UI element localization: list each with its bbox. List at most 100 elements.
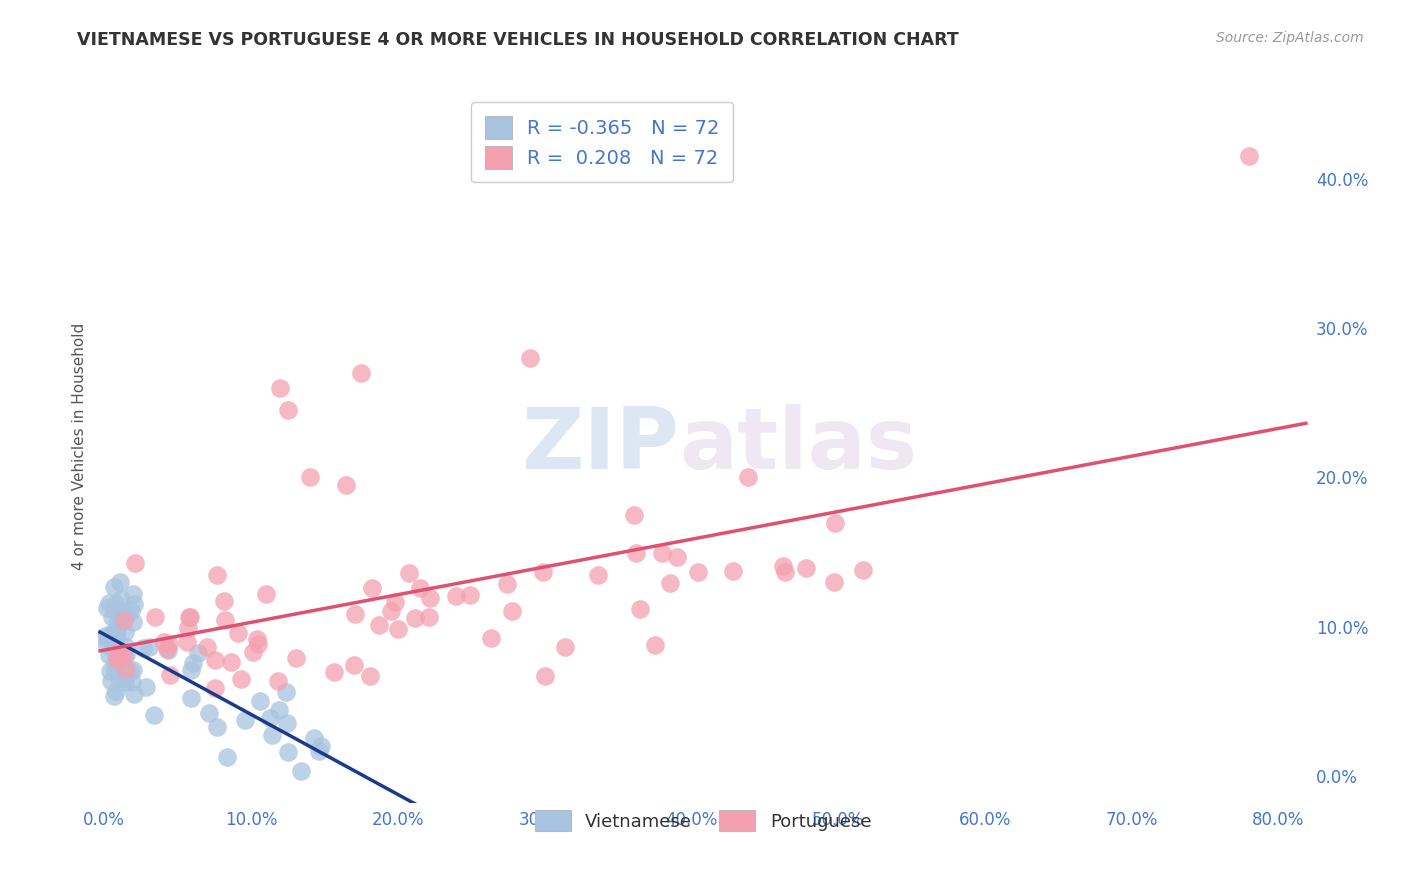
Point	[100, 673, 122, 688]
Point	[121, 675, 143, 690]
Point	[195, 640, 218, 654]
Point	[308, 744, 330, 758]
Point	[302, 731, 325, 746]
Point	[267, 703, 290, 717]
Point	[177, 622, 200, 636]
Point	[242, 644, 264, 658]
Point	[179, 610, 201, 624]
Point	[112, 648, 135, 662]
Point	[115, 648, 138, 662]
Point	[157, 637, 180, 651]
Point	[418, 610, 440, 624]
Point	[142, 707, 165, 722]
Point	[105, 624, 128, 638]
Point	[380, 604, 402, 618]
Point	[118, 664, 141, 678]
Point	[101, 627, 124, 641]
Point	[110, 615, 132, 629]
Point	[156, 643, 179, 657]
Point	[409, 581, 432, 595]
Point	[205, 720, 228, 734]
Point	[269, 381, 291, 395]
Point	[665, 550, 688, 565]
Y-axis label: 4 or more Vehicles in Household: 4 or more Vehicles in Household	[72, 322, 87, 570]
Point	[267, 673, 290, 688]
Point	[419, 591, 441, 606]
Point	[204, 653, 226, 667]
Point	[101, 626, 124, 640]
Point	[105, 650, 128, 665]
Point	[531, 565, 554, 579]
Point	[103, 580, 125, 594]
Point	[444, 589, 467, 603]
Point	[496, 576, 519, 591]
Point	[212, 594, 235, 608]
Point	[214, 614, 236, 628]
Point	[276, 715, 298, 730]
Point	[626, 546, 648, 560]
Point	[135, 680, 157, 694]
Point	[824, 516, 846, 530]
Point	[274, 685, 297, 699]
Point	[323, 665, 346, 680]
Point	[298, 470, 321, 484]
Point	[623, 508, 645, 522]
Point	[233, 713, 256, 727]
Point	[121, 587, 143, 601]
Point	[534, 668, 557, 682]
Point	[368, 617, 391, 632]
Point	[105, 616, 128, 631]
Point	[772, 559, 794, 574]
Point	[122, 597, 145, 611]
Point	[107, 653, 129, 667]
Point	[114, 675, 136, 690]
Text: VIETNAMESE VS PORTUGUESE 4 OR MORE VEHICLES IN HOUSEHOLD CORRELATION CHART: VIETNAMESE VS PORTUGUESE 4 OR MORE VEHIC…	[77, 31, 959, 49]
Point	[343, 657, 366, 672]
Point	[659, 576, 682, 591]
Point	[108, 672, 131, 686]
Legend: Vietnamese, Portuguese: Vietnamese, Portuguese	[526, 801, 880, 840]
Point	[384, 594, 406, 608]
Point	[98, 665, 121, 679]
Point	[823, 574, 845, 589]
Point	[180, 690, 202, 705]
Point	[387, 623, 409, 637]
Point	[335, 478, 357, 492]
Point	[111, 646, 134, 660]
Point	[247, 637, 270, 651]
Point	[398, 566, 420, 581]
Point	[108, 574, 131, 589]
Point	[115, 662, 138, 676]
Point	[105, 628, 128, 642]
Point	[101, 627, 124, 641]
Point	[124, 556, 146, 570]
Point	[688, 565, 710, 579]
Point	[290, 764, 312, 778]
Point	[215, 750, 238, 764]
Point	[628, 602, 651, 616]
Point	[344, 607, 367, 621]
Point	[120, 604, 142, 618]
Point	[105, 683, 128, 698]
Point	[143, 610, 166, 624]
Point	[108, 647, 131, 661]
Point	[501, 604, 523, 618]
Point	[94, 632, 117, 646]
Point	[226, 625, 249, 640]
Point	[277, 403, 299, 417]
Point	[773, 565, 796, 579]
Point	[114, 671, 136, 685]
Point	[262, 728, 284, 742]
Point	[588, 568, 610, 582]
Point	[159, 668, 181, 682]
Point	[132, 641, 155, 656]
Point	[115, 607, 138, 622]
Point	[104, 663, 127, 677]
Point	[96, 601, 118, 615]
Point	[98, 629, 121, 643]
Point	[246, 632, 269, 647]
Point	[97, 648, 120, 662]
Point	[114, 613, 136, 627]
Point	[254, 586, 277, 600]
Point	[359, 669, 381, 683]
